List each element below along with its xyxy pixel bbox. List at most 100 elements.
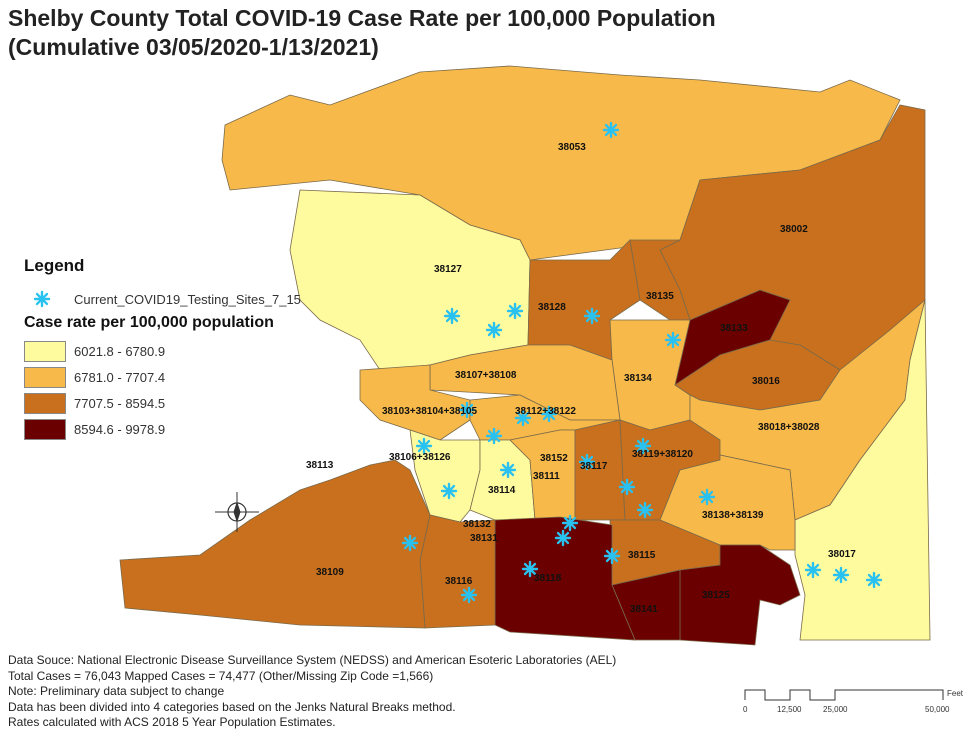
legend-range: 6021.8 - 6780.9 — [74, 343, 166, 359]
zip-label: 38109 — [316, 567, 344, 578]
preliminary-note: Note: Preliminary data subject to change — [8, 684, 225, 698]
zip-region-38107-38108 — [429, 344, 621, 421]
testing-site-marker-icon — [636, 501, 654, 519]
testing-site-marker-icon — [499, 461, 517, 479]
testing-site-marker-icon — [460, 586, 478, 604]
zip-label: 38111 — [533, 471, 560, 482]
legend-class-4: 8594.6 - 9978.9 — [24, 416, 301, 442]
zip-label: 38018+38028 — [758, 422, 820, 433]
zip-label: 38002 — [780, 224, 808, 235]
legend-swatch — [24, 392, 66, 414]
testing-site-marker-icon — [401, 534, 419, 552]
testing-site-marker-icon — [583, 307, 601, 325]
population-note: Rates calculated with ACS 2018 5 Year Po… — [8, 715, 336, 729]
scale-bar-graphic: Feet 0 12,500 25,000 50,000 — [743, 689, 964, 714]
zip-region-38103-38104-38105 — [359, 364, 471, 441]
testing-site-marker-icon — [618, 478, 636, 496]
zip-label: 38106+38126 — [389, 452, 451, 463]
legend-range: 8594.6 - 9978.9 — [74, 421, 166, 437]
zip-label: 38107+38108 — [455, 370, 517, 381]
testing-site-marker-icon — [832, 566, 850, 584]
testing-site-marker-icon — [443, 307, 461, 325]
testing-site-icon — [33, 290, 51, 308]
legend-class-3: 7707.5 - 8594.5 — [24, 390, 301, 416]
data-source-note: Data Souce: National Electronic Disease … — [8, 653, 617, 667]
zip-label: 38133 — [720, 323, 748, 334]
zip-label: 38127 — [434, 264, 462, 275]
zip-label: 38134 — [624, 373, 652, 384]
testing-site-marker-icon — [804, 561, 822, 579]
scale-tick: 25,000 — [823, 705, 848, 714]
method-note: Data has been divided into 4 categories … — [8, 699, 456, 714]
scale-tick: 0 — [743, 705, 748, 714]
zip-region-38125 — [679, 544, 801, 646]
title-line-1: Shelby County Total COVID-19 Case Rate p… — [8, 5, 716, 31]
zip-label: 38125 — [702, 590, 730, 601]
zip-label: 38053 — [558, 142, 586, 153]
testing-site-marker-icon — [440, 482, 458, 500]
zip-label: 38141 — [630, 604, 658, 615]
zip-label: 38113 — [306, 460, 334, 471]
zip-region-38135 — [629, 239, 691, 321]
zip-label: 38112+38122 — [515, 406, 576, 417]
testing-site-marker-icon — [458, 401, 476, 419]
scale-tick: 50,000 — [925, 705, 950, 714]
zip-label: 38016 — [752, 376, 780, 387]
footer-notes: Data Souce: National Electronic Disease … — [8, 653, 616, 731]
zip-region-38116 — [419, 514, 496, 629]
zip-label: 38132 — [463, 519, 491, 530]
legend-swatch — [24, 418, 66, 440]
testing-site-marker-icon — [578, 453, 596, 471]
zip-label: 38119+38120 — [632, 449, 693, 460]
zip-label: 38135 — [646, 291, 674, 302]
legend: Legend Current_COVID19_Testing_Sites_7_1… — [24, 256, 301, 442]
zip-region-38109 — [119, 459, 431, 629]
legend-title: Legend — [24, 256, 85, 275]
legend-range: 7707.5 - 8594.5 — [74, 395, 166, 411]
zip-label: 38103+38104+38105 — [382, 406, 478, 417]
testing-site-legend-marker-icon — [33, 290, 51, 308]
testing-site-marker-icon — [506, 302, 524, 320]
testing-site-marker-icon — [603, 547, 621, 565]
legend-swatch — [24, 340, 66, 362]
compass-rose-icon — [215, 492, 259, 532]
title-line-2: (Cumulative 03/05/2020-1/13/2021) — [8, 34, 379, 60]
zip-label: 38128 — [538, 302, 566, 313]
map-title: Shelby County Total COVID-19 Case Rate p… — [8, 4, 716, 62]
zip-region-38118 — [494, 516, 636, 641]
testing-site-marker-icon — [561, 514, 579, 532]
testing-site-marker-icon — [602, 121, 620, 139]
testing-site-marker-icon — [698, 488, 716, 506]
zip-label: 38131 — [470, 533, 498, 544]
testing-site-marker-icon — [415, 437, 433, 455]
legend-range: 6781.0 - 7707.4 — [74, 369, 166, 385]
testing-site-marker-icon — [554, 529, 572, 547]
zip-label: 38138+38139 — [702, 510, 764, 521]
testing-sites-label: Current_COVID19_Testing_Sites_7_15 — [74, 291, 301, 307]
testing-site-marker-icon — [540, 405, 558, 423]
zip-region-38017 — [794, 299, 931, 641]
zip-label: 38114 — [488, 485, 516, 496]
testing-site-marker-icon — [514, 409, 532, 427]
scale-unit: Feet — [947, 689, 964, 698]
zip-label: 38017 — [828, 549, 856, 560]
zip-label: 38116 — [445, 576, 473, 587]
zip-label: 38152 — [540, 453, 568, 464]
legend-class-2: 6781.0 - 7707.4 — [24, 364, 301, 390]
legend-swatch — [24, 366, 66, 388]
zip-label: 38118 — [534, 573, 562, 584]
scale-bar: Feet 0 12,500 25,000 50,000 — [735, 686, 965, 718]
zip-label: 38115 — [628, 550, 656, 561]
case-totals-note: Total Cases = 76,043 Mapped Cases = 74,4… — [8, 668, 434, 683]
testing-site-marker-icon — [634, 437, 652, 455]
zip-label: 38117 — [580, 461, 608, 472]
testing-site-marker-icon — [485, 321, 503, 339]
testing-site-marker-icon — [664, 331, 682, 349]
legend-testing-sites: Current_COVID19_Testing_Sites_7_15 — [24, 286, 301, 312]
scale-tick: 12,500 — [777, 705, 802, 714]
testing-site-marker-icon — [521, 560, 539, 578]
testing-site-marker-icon — [485, 427, 503, 445]
testing-site-marker-icon — [865, 571, 883, 589]
